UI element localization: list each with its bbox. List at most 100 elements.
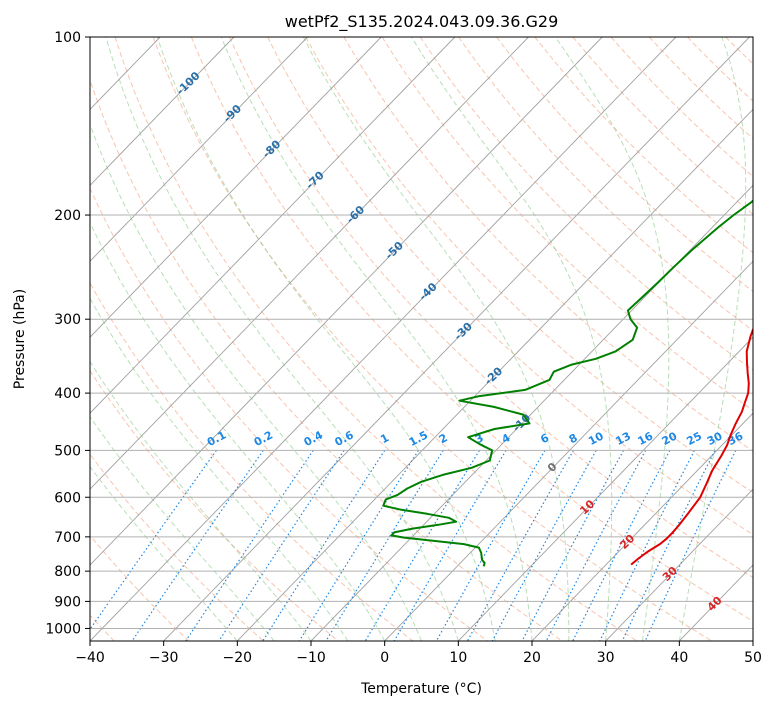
isotherm-line — [531, 412, 753, 641]
mixing-ratio-line — [298, 450, 419, 641]
moist-adiabat-line — [90, 415, 275, 641]
dry-adiabat-line — [534, 37, 753, 254]
dry-adiabat-line — [152, 37, 712, 641]
dry-adiabat-line — [267, 37, 753, 536]
isotherm-line — [90, 37, 529, 490]
moist-adiabat-line — [220, 37, 533, 641]
moist-adiabat-line — [90, 465, 238, 641]
mixing-ratio-line — [621, 450, 716, 641]
plot-frame — [89, 36, 754, 642]
mixing-ratio-line — [644, 450, 737, 641]
dry-adiabat-line — [458, 37, 753, 332]
chart-title: wetPf2_S135.2024.043.09.36.G29 — [285, 12, 559, 32]
y-tick-label: 300 — [54, 312, 81, 328]
mixing-ratio-line — [218, 450, 345, 641]
isotherm-line — [90, 37, 677, 641]
moist-adiabat-line — [90, 123, 422, 641]
mixing-ratio-line — [521, 450, 625, 641]
dry-adiabat-line — [90, 281, 414, 641]
mixing-ratio-label: 10 — [586, 429, 606, 448]
pressure-grid — [90, 37, 753, 629]
moist-adiabat-line — [90, 297, 349, 641]
mixing-ratio-label: 0.2 — [252, 428, 275, 449]
moist-adiabat-line — [678, 37, 747, 641]
dry-adiabat-line — [648, 37, 753, 140]
isotherm-line — [90, 37, 456, 414]
moist-adiabat-line — [302, 37, 570, 641]
isotherm-line — [310, 184, 753, 641]
dry-adiabat-line — [90, 187, 488, 641]
mixing-ratio-line — [491, 450, 597, 641]
mixing-ratio-line — [545, 450, 647, 641]
mixing-ratio-line — [262, 450, 386, 641]
y-tick-label: 500 — [54, 443, 81, 459]
mixing-ratio-line — [364, 450, 480, 641]
moist-adiabat-line — [105, 37, 459, 641]
dry-adiabat-line — [343, 37, 753, 452]
y-axis: 100 200 300 400 500 600 700 800 900 1000 — [45, 30, 90, 637]
x-tick-label: 10 — [449, 650, 467, 666]
dry-adiabat-line — [90, 369, 339, 641]
mixing-ratio-label: 16 — [636, 429, 656, 448]
isotherm-line — [752, 640, 753, 641]
dry-adiabat-line — [496, 37, 753, 293]
mixing-ratio-line — [90, 450, 217, 631]
x-tick-label: −20 — [223, 650, 253, 666]
mixing-ratio-label: 2 — [437, 431, 450, 446]
moist-adiabat-line — [90, 221, 386, 641]
mixing-ratio-line — [466, 450, 574, 641]
isotherm-line — [90, 37, 603, 566]
mixing-ratio-line — [435, 450, 546, 641]
y-tick-label: 600 — [54, 490, 81, 506]
dry-adiabat-line — [90, 534, 190, 641]
isotherm-line — [605, 488, 753, 641]
y-tick-label: 800 — [54, 564, 81, 580]
mixing-ratio-label: 1 — [378, 431, 391, 446]
x-tick-label: 40 — [670, 650, 688, 666]
mixing-ratio-label: 0.1 — [205, 428, 228, 449]
mixing-ratio-label: 20 — [660, 429, 680, 448]
isotherm-line — [90, 37, 235, 186]
moist-adiabat-line — [411, 37, 613, 641]
moist-adiabat-line — [90, 360, 312, 641]
x-tick-label: −10 — [296, 650, 326, 666]
y-tick-label: 900 — [54, 594, 81, 610]
y-tick-label: 1000 — [45, 621, 81, 637]
y-tick-label: 200 — [54, 208, 81, 224]
mixing-ratio-label: 13 — [613, 429, 633, 448]
y-tick-label: 100 — [54, 30, 81, 46]
isotherm-line — [384, 260, 753, 641]
x-axis: −40 −30 −20 −10 0 10 20 30 40 50 — [75, 641, 762, 666]
dewpoint-profile-line — [382, 199, 753, 567]
mixing-ratio-label: 0.4 — [302, 428, 326, 449]
mixing-ratio-label: 25 — [684, 429, 704, 448]
x-axis-title: Temperature (°C) — [360, 681, 482, 697]
moist-adiabat-line — [554, 37, 670, 641]
background-lines — [0, 37, 775, 641]
dry-adiabat-line — [687, 37, 753, 102]
mixing-ratio-label: 8 — [567, 431, 580, 446]
mixing-ratio-label: 30 — [705, 429, 725, 448]
dry-adiabat-line — [764, 37, 775, 641]
mixing-ratio-line — [572, 450, 671, 641]
x-tick-label: 0 — [380, 650, 389, 666]
dry-adiabat-line — [90, 453, 264, 641]
series-layer — [382, 199, 753, 567]
isotherm-line — [163, 37, 750, 641]
mixing-ratio-line — [185, 450, 314, 641]
temperature-profile-line — [630, 326, 753, 566]
y-tick-label: 700 — [54, 530, 81, 546]
isotherm-line — [90, 37, 382, 338]
x-tick-label: 20 — [523, 650, 541, 666]
x-tick-label: −30 — [149, 650, 179, 666]
isotherm-line — [0, 37, 13, 641]
dry-adiabat-line — [229, 37, 753, 579]
mixing-ratio-line — [393, 450, 507, 641]
dry-adiabat-line — [381, 37, 753, 412]
mixing-ratio-line — [131, 450, 264, 641]
x-tick-label: 30 — [597, 650, 615, 666]
isotherm-line — [90, 37, 308, 262]
mixing-ratio-line — [599, 450, 696, 641]
